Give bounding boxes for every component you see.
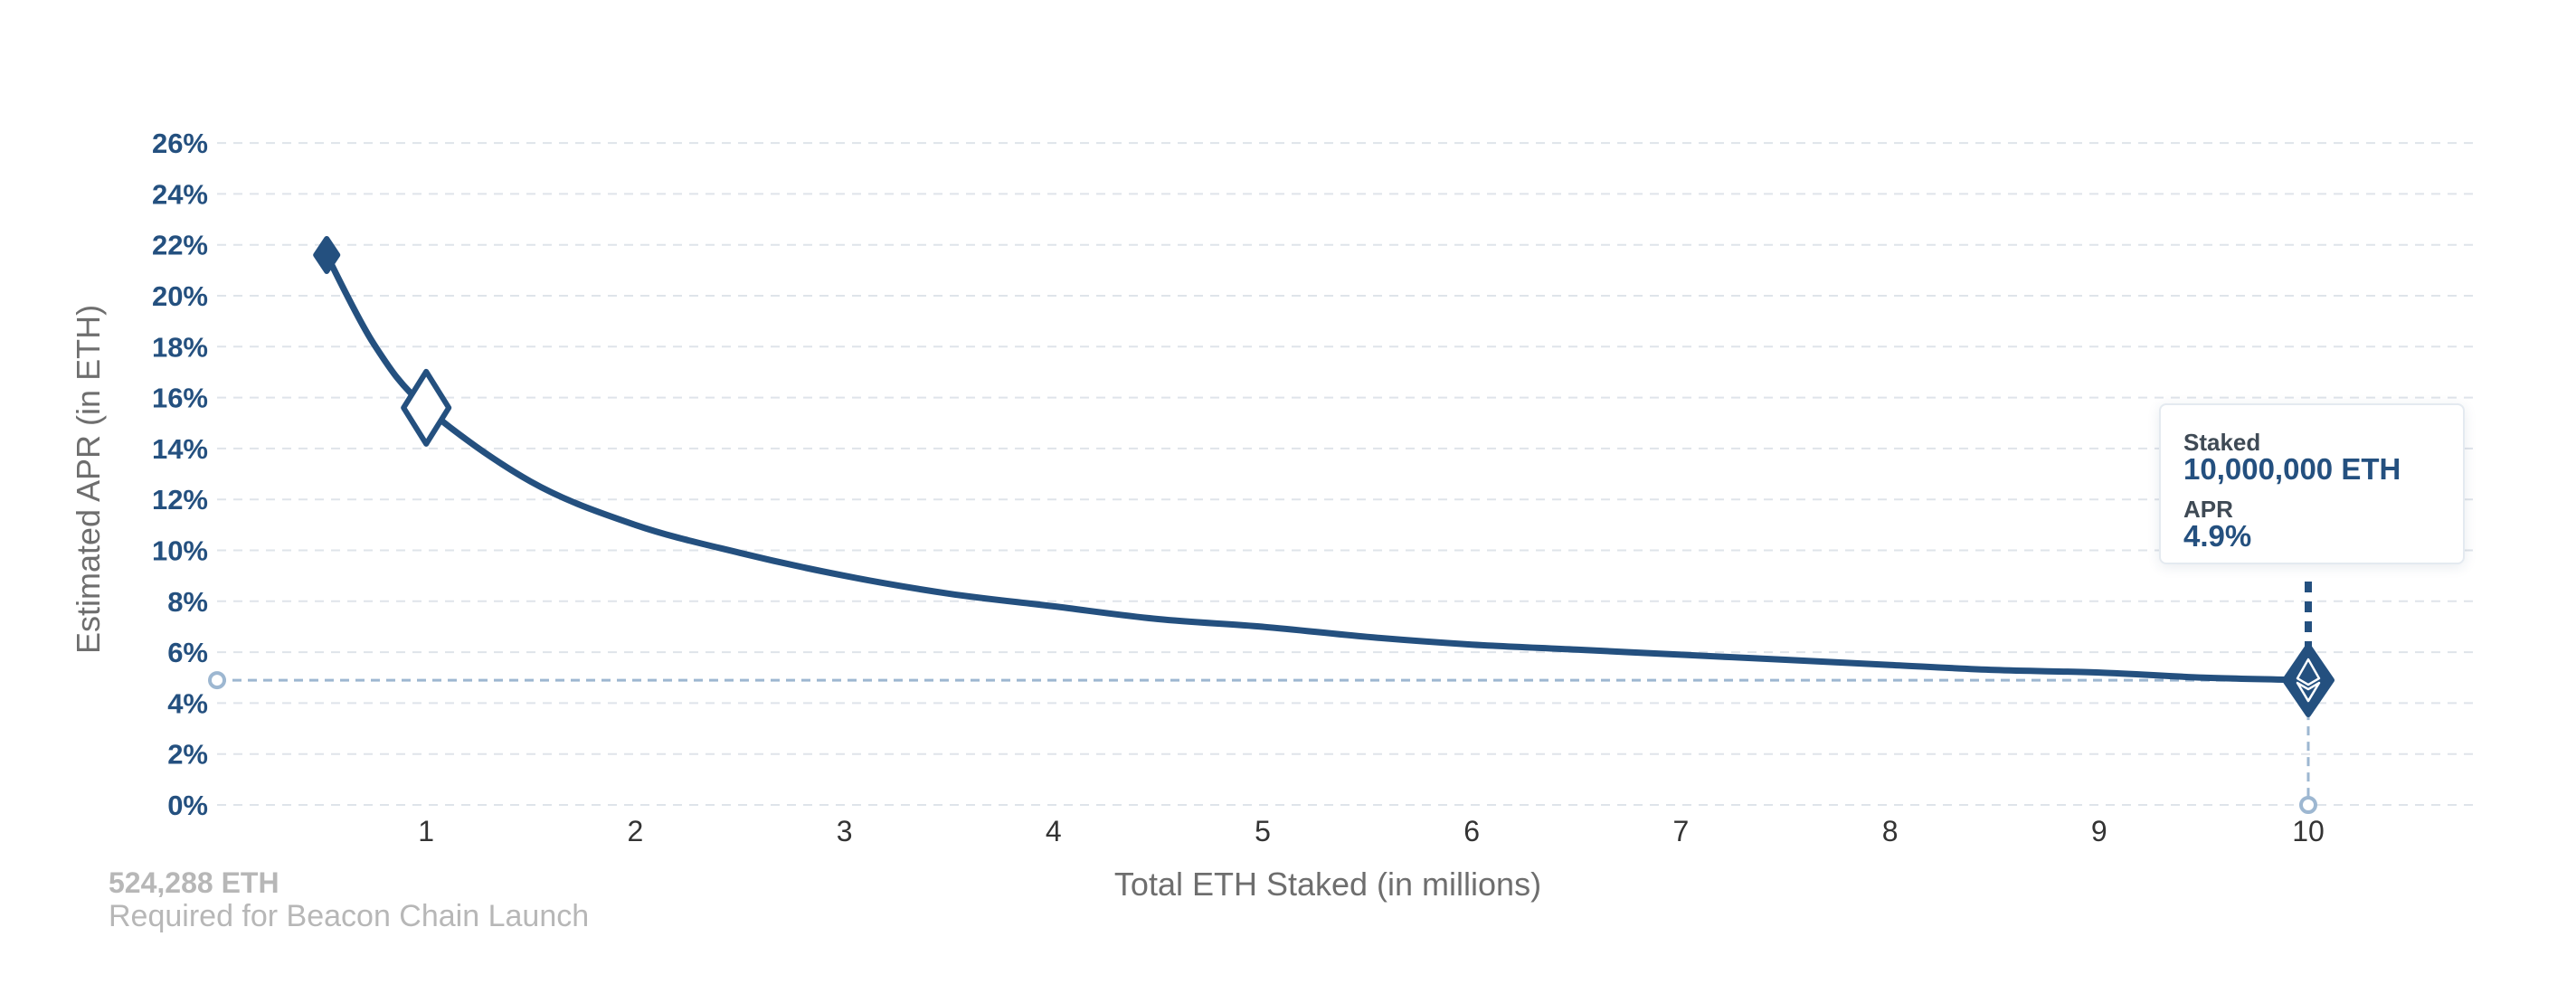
one-million-marker bbox=[401, 368, 452, 447]
y-axis-ticks: 0% 2% 4% 6% 8% 10% 12% 14% 16% 18% 20% 22% 24% 26% bbox=[152, 128, 208, 821]
x-tick-label: 10 bbox=[2292, 815, 2325, 847]
eth-icon bbox=[2296, 658, 2321, 686]
y-tick-label: 18% bbox=[152, 331, 208, 363]
launch-amount: 524,288 ETH bbox=[109, 866, 279, 899]
x-tick-label: 3 bbox=[837, 815, 853, 847]
x-tick-label: 8 bbox=[1882, 815, 1899, 847]
data-tooltip: Staked 10,000,000 ETH APR 4.9% bbox=[2159, 403, 2465, 564]
grid-lines bbox=[217, 142, 2474, 806]
y-tick-label: 2% bbox=[167, 739, 208, 771]
x-axis-ticks: 1 2 3 4 5 6 7 8 9 10 bbox=[418, 815, 2324, 847]
y-tick-label: 16% bbox=[152, 383, 208, 414]
tooltip-apr-value: 4.9% bbox=[2183, 519, 2252, 553]
launch-point-marker bbox=[313, 235, 341, 274]
launch-description: Required for Beacon Chain Launch bbox=[109, 899, 590, 933]
tooltip-staked-label: Staked bbox=[2183, 429, 2261, 456]
apr-curve bbox=[323, 251, 2312, 684]
launch-annotation: 524,288 ETH Required for Beacon Chain La… bbox=[109, 866, 589, 933]
y-tick-label: 4% bbox=[167, 687, 208, 719]
x-tick-label: 1 bbox=[418, 815, 434, 847]
y-axis-title: Estimated APR (in ETH) bbox=[70, 305, 107, 654]
y-tick-label: 26% bbox=[152, 128, 208, 159]
stake-reference-dot bbox=[2299, 796, 2317, 814]
y-tick-label: 8% bbox=[167, 586, 208, 618]
y-tick-label: 22% bbox=[152, 230, 208, 261]
apr-curve-layer bbox=[323, 251, 2312, 684]
y-tick-label: 0% bbox=[167, 790, 208, 821]
y-tick-label: 24% bbox=[152, 178, 208, 210]
selected-point-marker[interactable] bbox=[2282, 643, 2334, 718]
x-tick-label: 7 bbox=[1673, 815, 1690, 847]
x-tick-label: 2 bbox=[628, 815, 644, 847]
tooltip-apr-label: APR bbox=[2183, 496, 2233, 523]
y-tick-label: 10% bbox=[152, 535, 208, 567]
y-tick-label: 20% bbox=[152, 280, 208, 312]
x-tick-label: 9 bbox=[2091, 815, 2107, 847]
y-tick-label: 6% bbox=[167, 637, 208, 668]
apr-reference-dot bbox=[208, 671, 226, 690]
reference-lines bbox=[208, 582, 2317, 814]
y-tick-label: 12% bbox=[152, 484, 208, 516]
y-tick-label: 14% bbox=[152, 433, 208, 465]
curve-markers bbox=[313, 235, 2334, 718]
x-axis-title: Total ETH Staked (in millions) bbox=[1114, 866, 1541, 903]
x-tick-label: 4 bbox=[1046, 815, 1062, 847]
x-tick-label: 6 bbox=[1463, 815, 1480, 847]
x-tick-label: 5 bbox=[1255, 815, 1271, 847]
tooltip-staked-value: 10,000,000 ETH bbox=[2183, 452, 2401, 486]
